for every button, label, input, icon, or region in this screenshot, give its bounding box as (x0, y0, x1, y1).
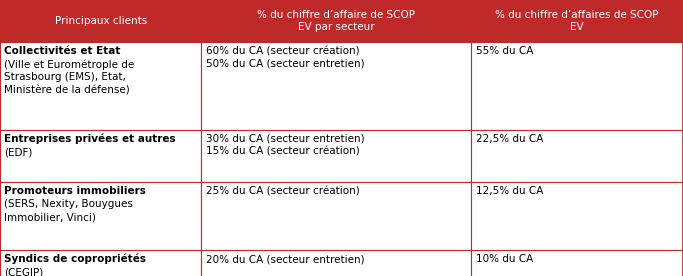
Text: (EDF): (EDF) (5, 147, 33, 157)
Text: % du chiffre d’affaire de SCOP
EV par secteur: % du chiffre d’affaire de SCOP EV par se… (257, 10, 415, 32)
Bar (201, 182, 471, 250)
Bar (471, 182, 683, 250)
Text: Immobilier, Vinci): Immobilier, Vinci) (5, 213, 96, 222)
Bar (0, 42, 201, 130)
Text: Entreprises privées et autres: Entreprises privées et autres (5, 134, 176, 145)
Bar (0, 182, 201, 250)
Bar (201, 250, 471, 276)
Text: 55% du CA: 55% du CA (476, 46, 533, 56)
Text: 20% du CA (secteur entretien): 20% du CA (secteur entretien) (206, 254, 365, 264)
Text: 25% du CA (secteur création): 25% du CA (secteur création) (206, 186, 360, 196)
Bar (0, 250, 201, 276)
Text: Principaux clients: Principaux clients (55, 16, 147, 26)
Bar (471, 0, 683, 42)
Bar (471, 250, 683, 276)
Text: Promoteurs immobiliers: Promoteurs immobiliers (5, 186, 146, 196)
Bar (201, 130, 471, 182)
Text: Strasbourg (EMS), Etat,: Strasbourg (EMS), Etat, (5, 72, 126, 83)
Bar (201, 42, 471, 130)
Text: 12,5% du CA: 12,5% du CA (476, 186, 543, 196)
Text: (SERS, Nexity, Bouygues: (SERS, Nexity, Bouygues (5, 199, 133, 209)
Text: Syndics de copropriétés: Syndics de copropriétés (5, 254, 146, 264)
Bar (471, 130, 683, 182)
Text: 60% du CA (secteur création)
50% du CA (secteur entretien): 60% du CA (secteur création) 50% du CA (… (206, 46, 365, 68)
Bar (471, 42, 683, 130)
Text: (Ville et Eurométrople de: (Ville et Eurométrople de (5, 59, 135, 70)
Text: Ministère de la défense): Ministère de la défense) (5, 86, 130, 95)
Text: 22,5% du CA: 22,5% du CA (476, 134, 543, 144)
Bar (0, 130, 201, 182)
Bar (0, 0, 201, 42)
Text: (CEGIP): (CEGIP) (5, 267, 44, 276)
Text: 30% du CA (secteur entretien)
15% du CA (secteur création): 30% du CA (secteur entretien) 15% du CA … (206, 134, 365, 156)
Bar (201, 0, 471, 42)
Text: 10% du CA: 10% du CA (476, 254, 533, 264)
Text: % du chiffre d’affaires de SCOP
EV: % du chiffre d’affaires de SCOP EV (495, 10, 659, 32)
Text: Collectivités et Etat: Collectivités et Etat (5, 46, 121, 56)
